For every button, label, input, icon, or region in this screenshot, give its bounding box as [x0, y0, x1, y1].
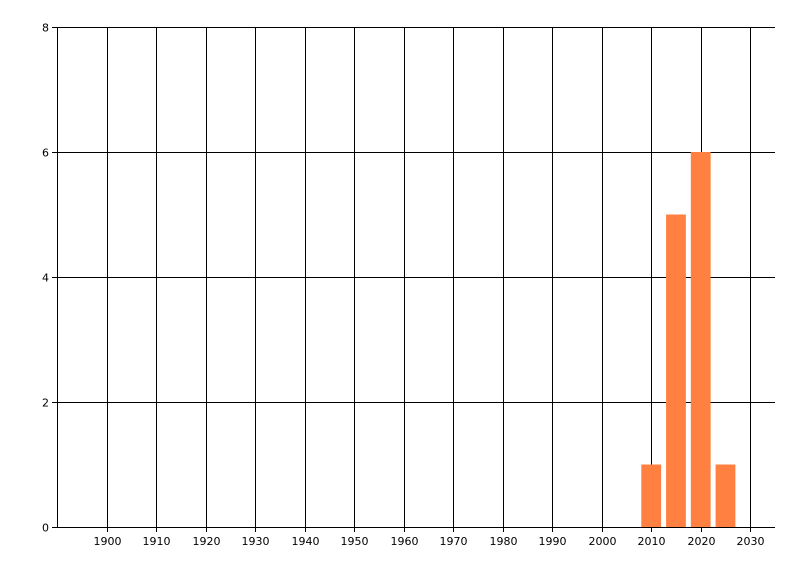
x-tick-label: 1930: [242, 535, 270, 548]
y-tick-label: 6: [42, 147, 49, 160]
bars: [641, 152, 736, 527]
x-tick-label: 1950: [341, 535, 369, 548]
x-tick-label: 1970: [440, 535, 468, 548]
y-tick-label: 8: [42, 22, 49, 35]
tick-labels: 0 2 4 6 8 1900 1910 1920 1930 1940 1950 1960 1970 198…: [42, 22, 765, 549]
x-tick-label: 1900: [94, 535, 122, 548]
x-tick-label: 2030: [737, 535, 765, 548]
x-tick-label: 2010: [638, 535, 666, 548]
x-tick-label: 1920: [193, 535, 221, 548]
bar: [641, 464, 662, 527]
y-tick-label: 4: [42, 272, 49, 285]
y-tick-label: 0: [42, 522, 49, 535]
y-tick-label: 2: [42, 397, 49, 410]
axes: [57, 27, 775, 528]
x-tick-label: 2020: [688, 535, 716, 548]
x-tick-label: 1990: [539, 535, 567, 548]
bar: [690, 152, 711, 527]
bar: [666, 214, 686, 527]
x-tick-label: 1980: [490, 535, 518, 548]
x-tick-label: 1910: [143, 535, 171, 548]
x-tick-label: 1960: [391, 535, 419, 548]
bar: [715, 464, 736, 527]
x-tick-label: 1940: [292, 535, 320, 548]
x-tick-label: 2000: [589, 535, 617, 548]
